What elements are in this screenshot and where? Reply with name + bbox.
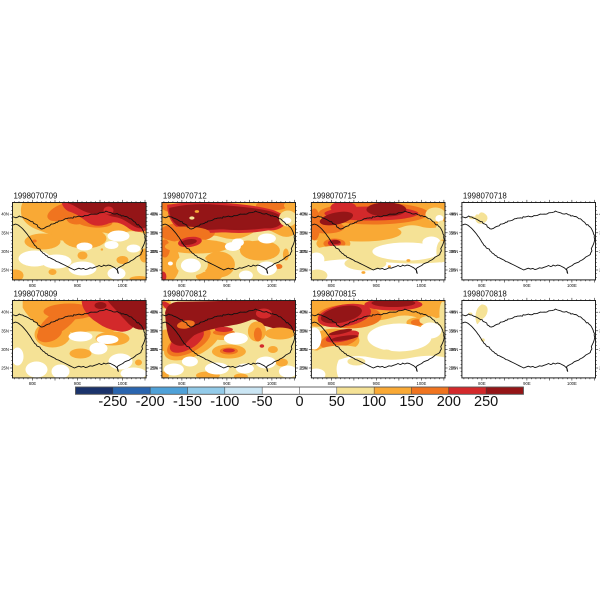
svg-text:200: 200	[437, 394, 461, 410]
svg-text:-250: -250	[98, 394, 127, 410]
svg-text:1998070715: 1998070715	[312, 192, 356, 201]
svg-text:1998070712: 1998070712	[163, 192, 207, 201]
svg-text:1998070818: 1998070818	[463, 290, 507, 299]
svg-text:-200: -200	[136, 394, 165, 410]
svg-text:-50: -50	[252, 394, 273, 410]
svg-text:0: 0	[295, 394, 303, 410]
svg-text:1998070809: 1998070809	[14, 290, 58, 299]
svg-text:50: 50	[329, 394, 345, 410]
svg-text:1998070709: 1998070709	[14, 192, 58, 201]
svg-text:-150: -150	[173, 394, 202, 410]
svg-text:1998070812: 1998070812	[163, 290, 207, 299]
svg-text:250: 250	[474, 394, 498, 410]
svg-text:-100: -100	[210, 394, 239, 410]
svg-text:150: 150	[399, 394, 423, 410]
svg-text:1998070718: 1998070718	[463, 192, 507, 201]
svg-text:1998070815: 1998070815	[312, 290, 356, 299]
svg-text:100: 100	[362, 394, 386, 410]
